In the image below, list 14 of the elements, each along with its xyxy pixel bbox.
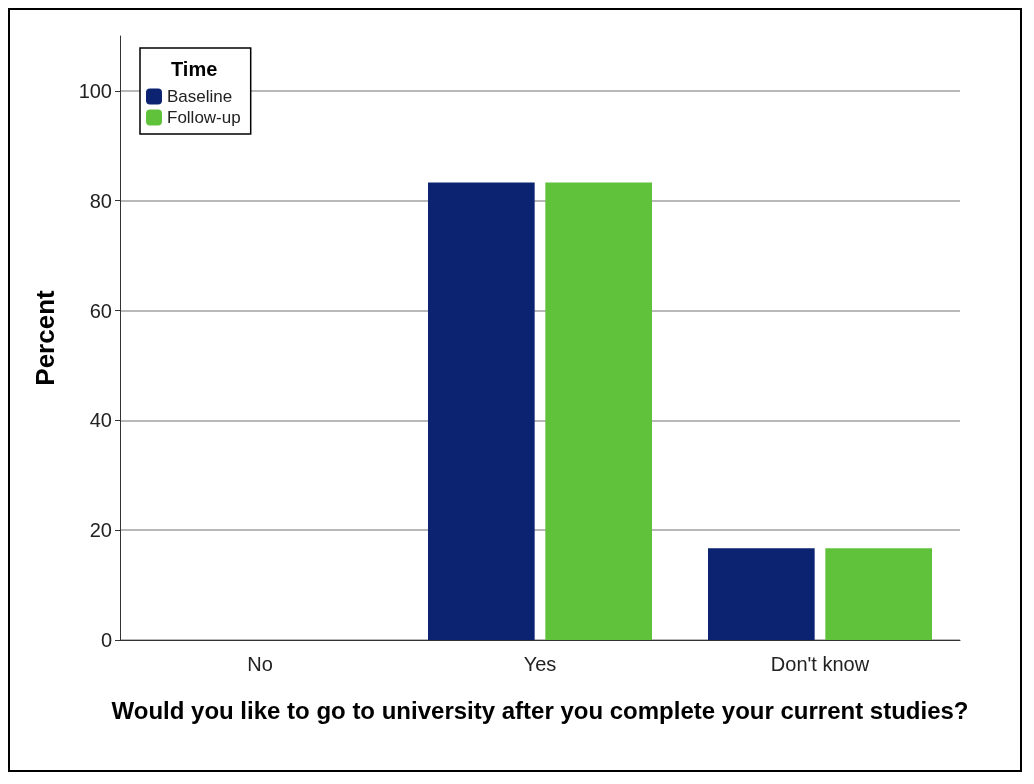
y-tick-label: 40 xyxy=(89,409,112,432)
y-axis-title: Percent xyxy=(30,289,60,386)
x-axis-title: Would you like to go to university after you complete your current studies? xyxy=(111,696,969,724)
y-tick-label: 80 xyxy=(89,189,112,212)
x-tick-label: Don't know xyxy=(770,653,870,675)
y-tick-label: 60 xyxy=(89,299,112,322)
legend-title: Time xyxy=(171,58,218,80)
x-tick-label: No xyxy=(247,653,273,675)
y-tick-label: 0 xyxy=(100,629,112,651)
y-tick-label: 20 xyxy=(89,519,112,542)
legend-label: Baseline xyxy=(167,87,233,106)
y-tick-label: 100 xyxy=(78,79,112,102)
x-tick-label: Yes xyxy=(523,653,557,675)
legend-label: Follow-up xyxy=(167,108,241,127)
